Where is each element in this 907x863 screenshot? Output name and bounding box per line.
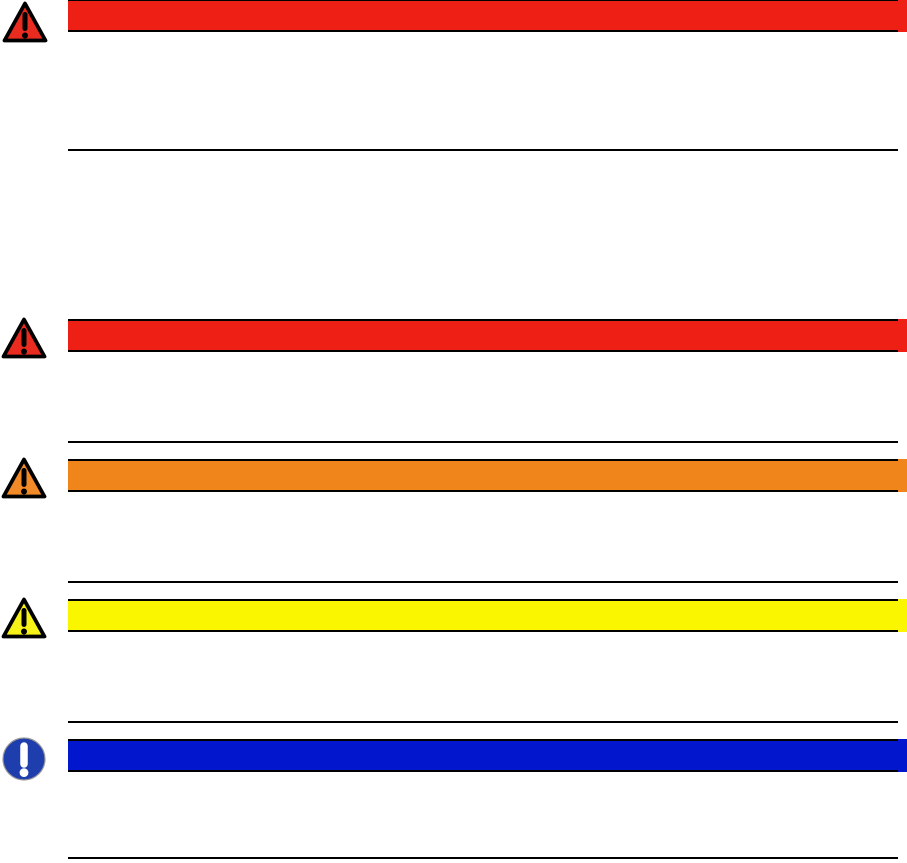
warning-triangle-icon — [1, 597, 47, 640]
exclamation-circle-icon — [2, 737, 46, 781]
exclamation-dot — [22, 32, 28, 39]
section-divider — [68, 441, 898, 443]
banner-color-bleed — [898, 739, 907, 772]
section-divider — [68, 857, 898, 859]
note-banner-bar — [68, 739, 898, 772]
danger-banner-bar — [68, 0, 898, 32]
section-divider — [68, 721, 898, 723]
section-divider — [68, 149, 898, 151]
banner-color-bleed — [898, 0, 907, 32]
banner-color-bleed — [898, 459, 907, 492]
exclamation-dot — [21, 488, 27, 495]
exclamation-dot — [21, 628, 27, 635]
exclamation-dot — [21, 348, 27, 355]
caution-banner-bar — [68, 599, 898, 632]
exclamation-dot — [19, 768, 29, 777]
banner-color-bleed — [898, 319, 907, 352]
section-divider — [68, 581, 898, 583]
warning-triangle-icon — [2, 1, 48, 44]
warning-triangle-icon — [1, 457, 47, 500]
banner-color-bleed — [898, 599, 907, 632]
warning-triangle-icon — [1, 317, 47, 360]
danger-banner-bar — [68, 319, 898, 352]
warning-banner-bar — [68, 459, 898, 492]
